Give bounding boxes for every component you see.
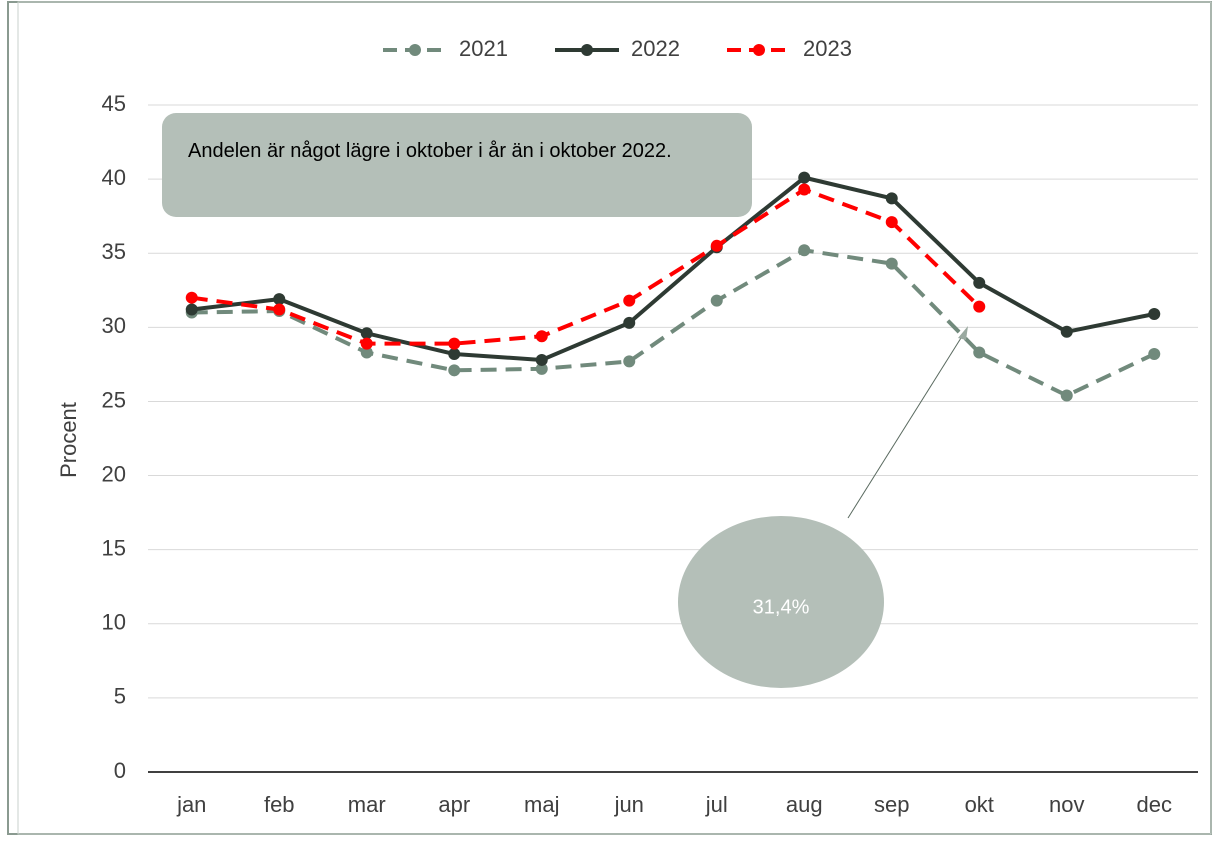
point bbox=[623, 355, 636, 368]
annotation-bubble bbox=[678, 516, 884, 688]
point bbox=[360, 327, 373, 340]
point bbox=[623, 316, 636, 329]
x-tick-label: jul bbox=[705, 792, 728, 817]
series-line bbox=[191, 248, 1156, 398]
legend-label: 2022 bbox=[631, 36, 680, 61]
point bbox=[798, 244, 811, 257]
point bbox=[1148, 348, 1161, 361]
legend-label: 2021 bbox=[459, 36, 508, 61]
point bbox=[885, 192, 898, 205]
x-tick-label: okt bbox=[965, 792, 994, 817]
point bbox=[360, 346, 373, 359]
y-tick-label: 25 bbox=[102, 387, 126, 412]
y-tick-label: 20 bbox=[102, 461, 126, 486]
point bbox=[973, 346, 986, 359]
x-tick-label: aug bbox=[786, 792, 823, 817]
x-tick-label: jan bbox=[176, 792, 206, 817]
annotation-value: 31,4% bbox=[753, 596, 810, 618]
legend-label: 2023 bbox=[803, 36, 852, 61]
y-tick-label: 5 bbox=[114, 684, 126, 709]
x-tick-label: maj bbox=[524, 792, 559, 817]
y-axis-label: Procent bbox=[56, 402, 81, 478]
y-tick-label: 35 bbox=[102, 239, 126, 264]
point bbox=[973, 276, 986, 289]
point bbox=[535, 330, 548, 343]
point bbox=[623, 294, 636, 307]
x-tick-label: sep bbox=[874, 792, 909, 817]
point bbox=[1060, 325, 1073, 338]
point bbox=[448, 364, 461, 377]
x-tick-label: mar bbox=[348, 792, 386, 817]
point bbox=[448, 348, 461, 361]
x-tick-label: nov bbox=[1049, 792, 1084, 817]
point bbox=[360, 337, 373, 350]
point bbox=[273, 293, 286, 306]
point bbox=[1148, 307, 1161, 320]
annotation-box bbox=[162, 113, 752, 217]
y-tick-label: 15 bbox=[102, 535, 126, 560]
y-tick-label: 10 bbox=[102, 610, 126, 635]
annotation-pointer bbox=[847, 329, 967, 519]
point bbox=[710, 239, 723, 252]
series-line bbox=[191, 187, 981, 346]
point bbox=[710, 294, 723, 307]
point bbox=[535, 353, 548, 366]
x-tick-label: dec bbox=[1137, 792, 1172, 817]
y-tick-label: 0 bbox=[114, 758, 126, 783]
inner-frame bbox=[17, 1, 1212, 835]
legend-marker bbox=[753, 44, 765, 56]
annotation-container: Andelen är något lägre i oktober i år än… bbox=[188, 140, 672, 162]
point bbox=[185, 303, 198, 316]
point bbox=[798, 171, 811, 184]
y-tick-label: 40 bbox=[102, 165, 126, 190]
point bbox=[973, 300, 986, 313]
point bbox=[185, 291, 198, 304]
point bbox=[885, 216, 898, 229]
point bbox=[798, 183, 811, 196]
legend-marker bbox=[581, 44, 593, 56]
series-line bbox=[191, 175, 1155, 362]
x-tick-label: jun bbox=[614, 792, 644, 817]
y-tick-label: 30 bbox=[102, 313, 126, 338]
point bbox=[535, 362, 548, 375]
x-tick-label: apr bbox=[438, 792, 470, 817]
annotation-text: Andelen är något lägre i oktober i år än… bbox=[188, 140, 672, 162]
y-tick-label: 45 bbox=[102, 91, 126, 116]
legend-marker bbox=[409, 44, 421, 56]
x-tick-label: feb bbox=[264, 792, 295, 817]
point bbox=[448, 337, 461, 350]
point bbox=[1060, 389, 1073, 402]
annotation-arrowhead bbox=[958, 326, 968, 340]
point bbox=[885, 257, 898, 270]
point bbox=[273, 303, 286, 316]
